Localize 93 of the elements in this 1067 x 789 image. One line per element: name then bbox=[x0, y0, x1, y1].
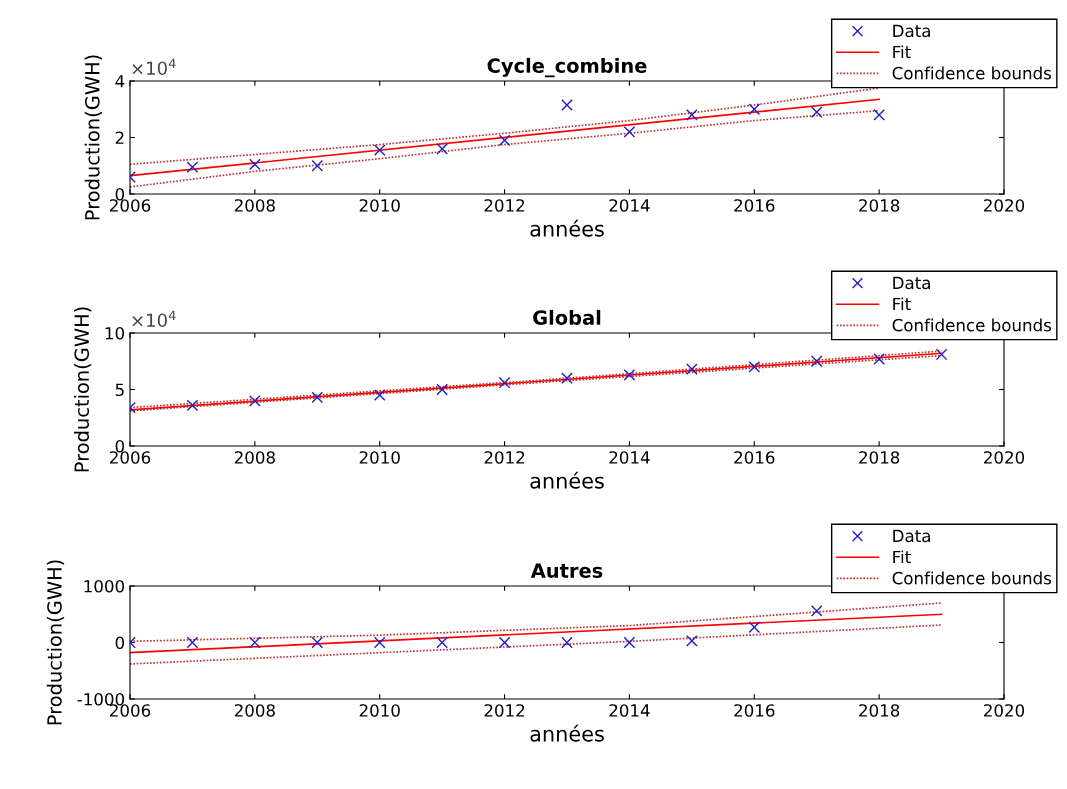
x-tick-label: 2018 bbox=[859, 704, 900, 717]
y-tick-label: 0 bbox=[115, 636, 125, 650]
point bbox=[623, 368, 636, 381]
x-tick-label: 2010 bbox=[359, 704, 400, 717]
point bbox=[686, 109, 698, 121]
y-axis-title: Production(GWH) bbox=[74, 307, 92, 472]
y-tick-label: 1000 bbox=[84, 579, 125, 593]
point bbox=[686, 363, 698, 376]
x-tick-label: 2014 bbox=[609, 451, 650, 464]
x-axis-title: années bbox=[530, 724, 604, 742]
point bbox=[498, 134, 511, 147]
x-tick-label: 2018 bbox=[859, 199, 900, 212]
point bbox=[810, 106, 823, 118]
x-tick-label: 2006 bbox=[110, 451, 151, 464]
legend-label: Fit bbox=[893, 45, 911, 59]
point bbox=[748, 103, 761, 116]
x-tick-label: 2020 bbox=[984, 704, 1025, 717]
line-series bbox=[130, 109, 880, 188]
point bbox=[373, 389, 386, 401]
point bbox=[561, 99, 573, 111]
x-tick-label: 2008 bbox=[234, 451, 275, 464]
point bbox=[561, 372, 573, 385]
text: ×10$^{4}$ bbox=[132, 58, 176, 76]
chart-title: Cycle_combine bbox=[487, 57, 647, 78]
x-axis-title: années bbox=[530, 219, 604, 237]
point bbox=[186, 636, 199, 649]
point bbox=[186, 161, 199, 174]
y-tick-label: 10 bbox=[105, 326, 125, 340]
point bbox=[561, 636, 573, 649]
point bbox=[810, 355, 823, 368]
legend-label: Fit bbox=[893, 550, 911, 564]
x-tick-label: 2016 bbox=[734, 451, 775, 464]
point bbox=[436, 142, 448, 155]
x-tick-label: 2012 bbox=[484, 451, 525, 464]
point bbox=[623, 636, 636, 649]
legend-label: Fit bbox=[893, 297, 911, 311]
point bbox=[311, 391, 324, 404]
x-tick-label: 2006 bbox=[110, 704, 151, 717]
point bbox=[873, 353, 885, 365]
point bbox=[810, 605, 823, 617]
point bbox=[873, 109, 885, 121]
x-axis-title: années bbox=[530, 471, 604, 489]
x-tick-label: 2016 bbox=[734, 199, 775, 212]
point bbox=[186, 399, 199, 412]
legend-label: Data bbox=[893, 276, 930, 290]
point bbox=[249, 158, 261, 171]
y-axis-title: Production(GWH) bbox=[84, 55, 102, 220]
x-tick-label: 2016 bbox=[734, 704, 775, 717]
point bbox=[935, 348, 948, 361]
point bbox=[623, 126, 636, 138]
x-tick-label: 2014 bbox=[609, 704, 650, 717]
line-series bbox=[130, 602, 943, 643]
x-tick-label: 2020 bbox=[984, 451, 1025, 464]
point bbox=[249, 394, 261, 407]
point bbox=[748, 621, 761, 634]
y-axis-title: Production(GWH) bbox=[46, 560, 65, 725]
x-tick-label: 2018 bbox=[859, 451, 900, 464]
point bbox=[373, 636, 386, 649]
line-series bbox=[130, 624, 943, 665]
point bbox=[498, 376, 511, 389]
line-series bbox=[130, 87, 880, 166]
legend-label: Confidence bounds bbox=[892, 66, 1052, 80]
point bbox=[498, 636, 511, 649]
point bbox=[249, 636, 261, 649]
x-tick-label: 2020 bbox=[984, 199, 1025, 212]
legend-label: Confidence bounds bbox=[892, 571, 1052, 585]
x-tick-label: 2014 bbox=[609, 199, 650, 212]
point bbox=[748, 361, 761, 373]
point bbox=[436, 636, 448, 649]
point bbox=[311, 636, 324, 649]
x-tick-label: 2010 bbox=[359, 451, 400, 464]
x-tick-label: 2006 bbox=[110, 199, 151, 212]
x-tick-label: 2012 bbox=[484, 704, 525, 717]
point bbox=[436, 383, 448, 396]
chart-title: Autres bbox=[530, 563, 603, 578]
y-tick-label: 2 bbox=[115, 131, 124, 144]
y-tick-label: 4 bbox=[115, 75, 125, 88]
y-tick-label: 5 bbox=[115, 383, 124, 397]
x-tick-label: 2012 bbox=[484, 199, 525, 212]
point bbox=[311, 159, 324, 172]
chart-title: Global bbox=[533, 309, 601, 325]
x-tick-label: 2010 bbox=[359, 199, 400, 212]
point bbox=[686, 634, 698, 647]
text: ×10$^{4}$ bbox=[132, 310, 176, 328]
legend-label: Data bbox=[893, 24, 930, 38]
x-tick-label: 2008 bbox=[234, 704, 275, 717]
legend-label: Data bbox=[893, 529, 930, 543]
x-tick-label: 2008 bbox=[234, 199, 275, 212]
y-tick-label: 0 bbox=[115, 439, 125, 453]
y-tick-label: 0 bbox=[115, 187, 125, 201]
y-tick-label: -1000 bbox=[77, 692, 125, 706]
legend-label: Confidence bounds bbox=[892, 318, 1052, 332]
point bbox=[373, 144, 386, 157]
